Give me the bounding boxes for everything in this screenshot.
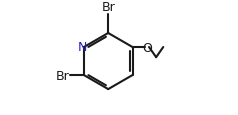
Text: Br: Br: [101, 1, 115, 14]
Text: Br: Br: [56, 69, 69, 82]
Text: O: O: [142, 41, 152, 54]
Text: N: N: [77, 41, 87, 54]
